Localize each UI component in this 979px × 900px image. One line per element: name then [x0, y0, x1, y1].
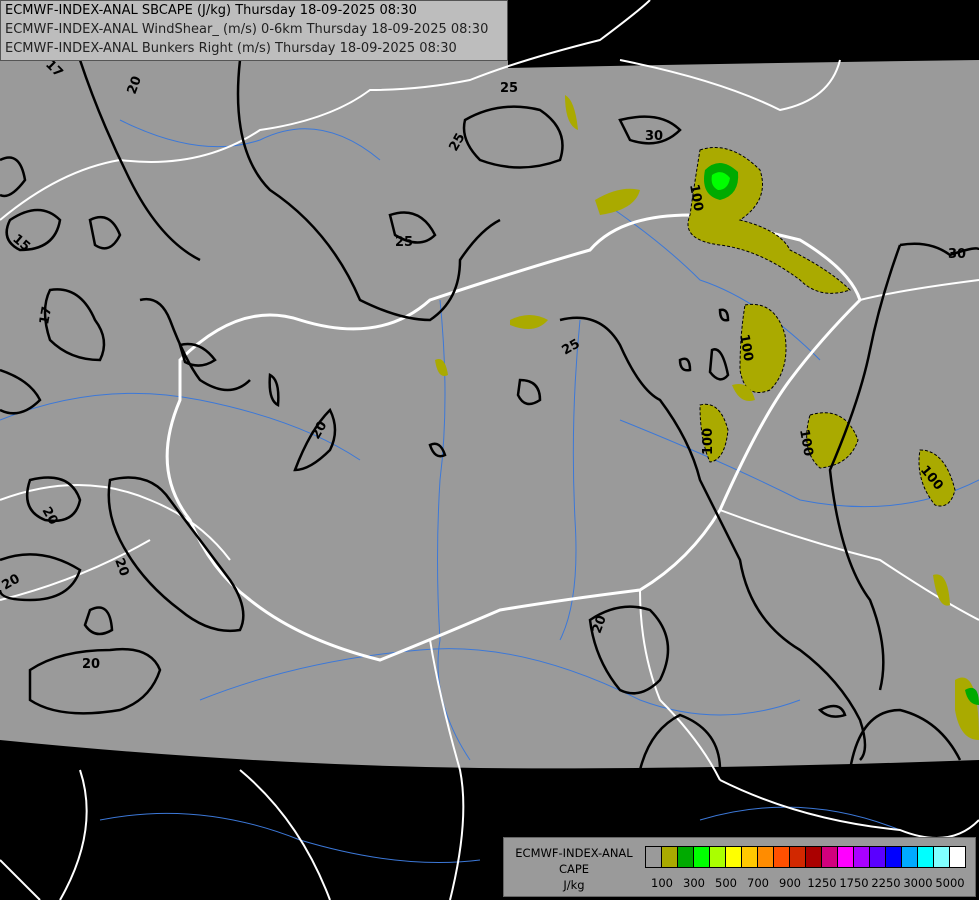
- contour-label: 100: [736, 333, 755, 362]
- legend-title-unit: J/kg: [563, 878, 585, 892]
- legend-color-bar: [645, 846, 966, 868]
- legend-tick-label: 2250: [871, 876, 901, 890]
- legend-swatch: [646, 847, 662, 867]
- legend-swatch: [822, 847, 838, 867]
- legend-title-variable: CAPE: [558, 862, 590, 876]
- contour-label: 30: [948, 247, 966, 262]
- legend-tick-label: 5000: [935, 876, 965, 890]
- legend-swatch: [790, 847, 806, 867]
- legend-tick-label: 1250: [807, 876, 837, 890]
- contour-label: 30: [645, 129, 663, 144]
- legend-swatch: [918, 847, 934, 867]
- contour-lines: [0, 59, 979, 771]
- legend-swatch: [678, 847, 694, 867]
- contour-label: 17: [37, 305, 55, 325]
- legend-title-model: ECMWF-INDEX-ANAL: [515, 846, 633, 860]
- contour-label: 20: [125, 74, 145, 96]
- header-line-bunkers: ECMWF-INDEX-ANAL Bunkers Right (m/s) Thu…: [5, 41, 457, 56]
- legend-swatch: [886, 847, 902, 867]
- model-domain: [0, 0, 979, 769]
- rivers: [0, 119, 979, 863]
- legend-tick-label: 300: [683, 876, 705, 890]
- contour-label: 20: [590, 613, 610, 635]
- legend-swatch: [870, 847, 886, 867]
- contour-label: 25: [500, 81, 518, 96]
- contour-label: 100: [686, 183, 705, 212]
- legend-tick-label: 100: [651, 876, 673, 890]
- legend-tick-label: 1750: [839, 876, 869, 890]
- contour-label: 20: [82, 657, 100, 672]
- legend-swatch: [806, 847, 822, 867]
- legend-tick-label: 900: [779, 876, 801, 890]
- legend-swatch: [758, 847, 774, 867]
- legend-swatch: [854, 847, 870, 867]
- header-line-windshear: ECMWF-INDEX-ANAL WindShear_ (m/s) 0-6km …: [5, 22, 489, 37]
- header-line-sbcape: ECMWF-INDEX-ANAL SBCAPE (J/kg) Thursday …: [5, 3, 417, 18]
- legend-swatch: [950, 847, 965, 867]
- contour-label: 20: [111, 556, 131, 578]
- color-legend: ECMWF-INDEX-ANAL CAPE J/kg 100 300 500 700 9…: [503, 837, 976, 897]
- legend-swatch: [710, 847, 726, 867]
- contour-label: 100: [796, 428, 815, 457]
- contour-label: 100: [701, 428, 716, 455]
- legend-swatch: [662, 847, 678, 867]
- legend-swatch: [694, 847, 710, 867]
- legend-swatch: [902, 847, 918, 867]
- cape-fills: [435, 95, 979, 740]
- legend-tick-label: 500: [715, 876, 737, 890]
- legend-tick-label: 3000: [903, 876, 933, 890]
- legend-tick-label: 700: [747, 876, 769, 890]
- contour-label: 25: [395, 235, 413, 250]
- legend-swatch: [934, 847, 950, 867]
- legend-swatch: [838, 847, 854, 867]
- legend-swatch: [726, 847, 742, 867]
- legend-swatch: [742, 847, 758, 867]
- legend-swatch: [774, 847, 790, 867]
- outside-domain-top: [508, 0, 979, 68]
- map-header: ECMWF-INDEX-ANAL SBCAPE (J/kg) Thursday …: [0, 0, 508, 61]
